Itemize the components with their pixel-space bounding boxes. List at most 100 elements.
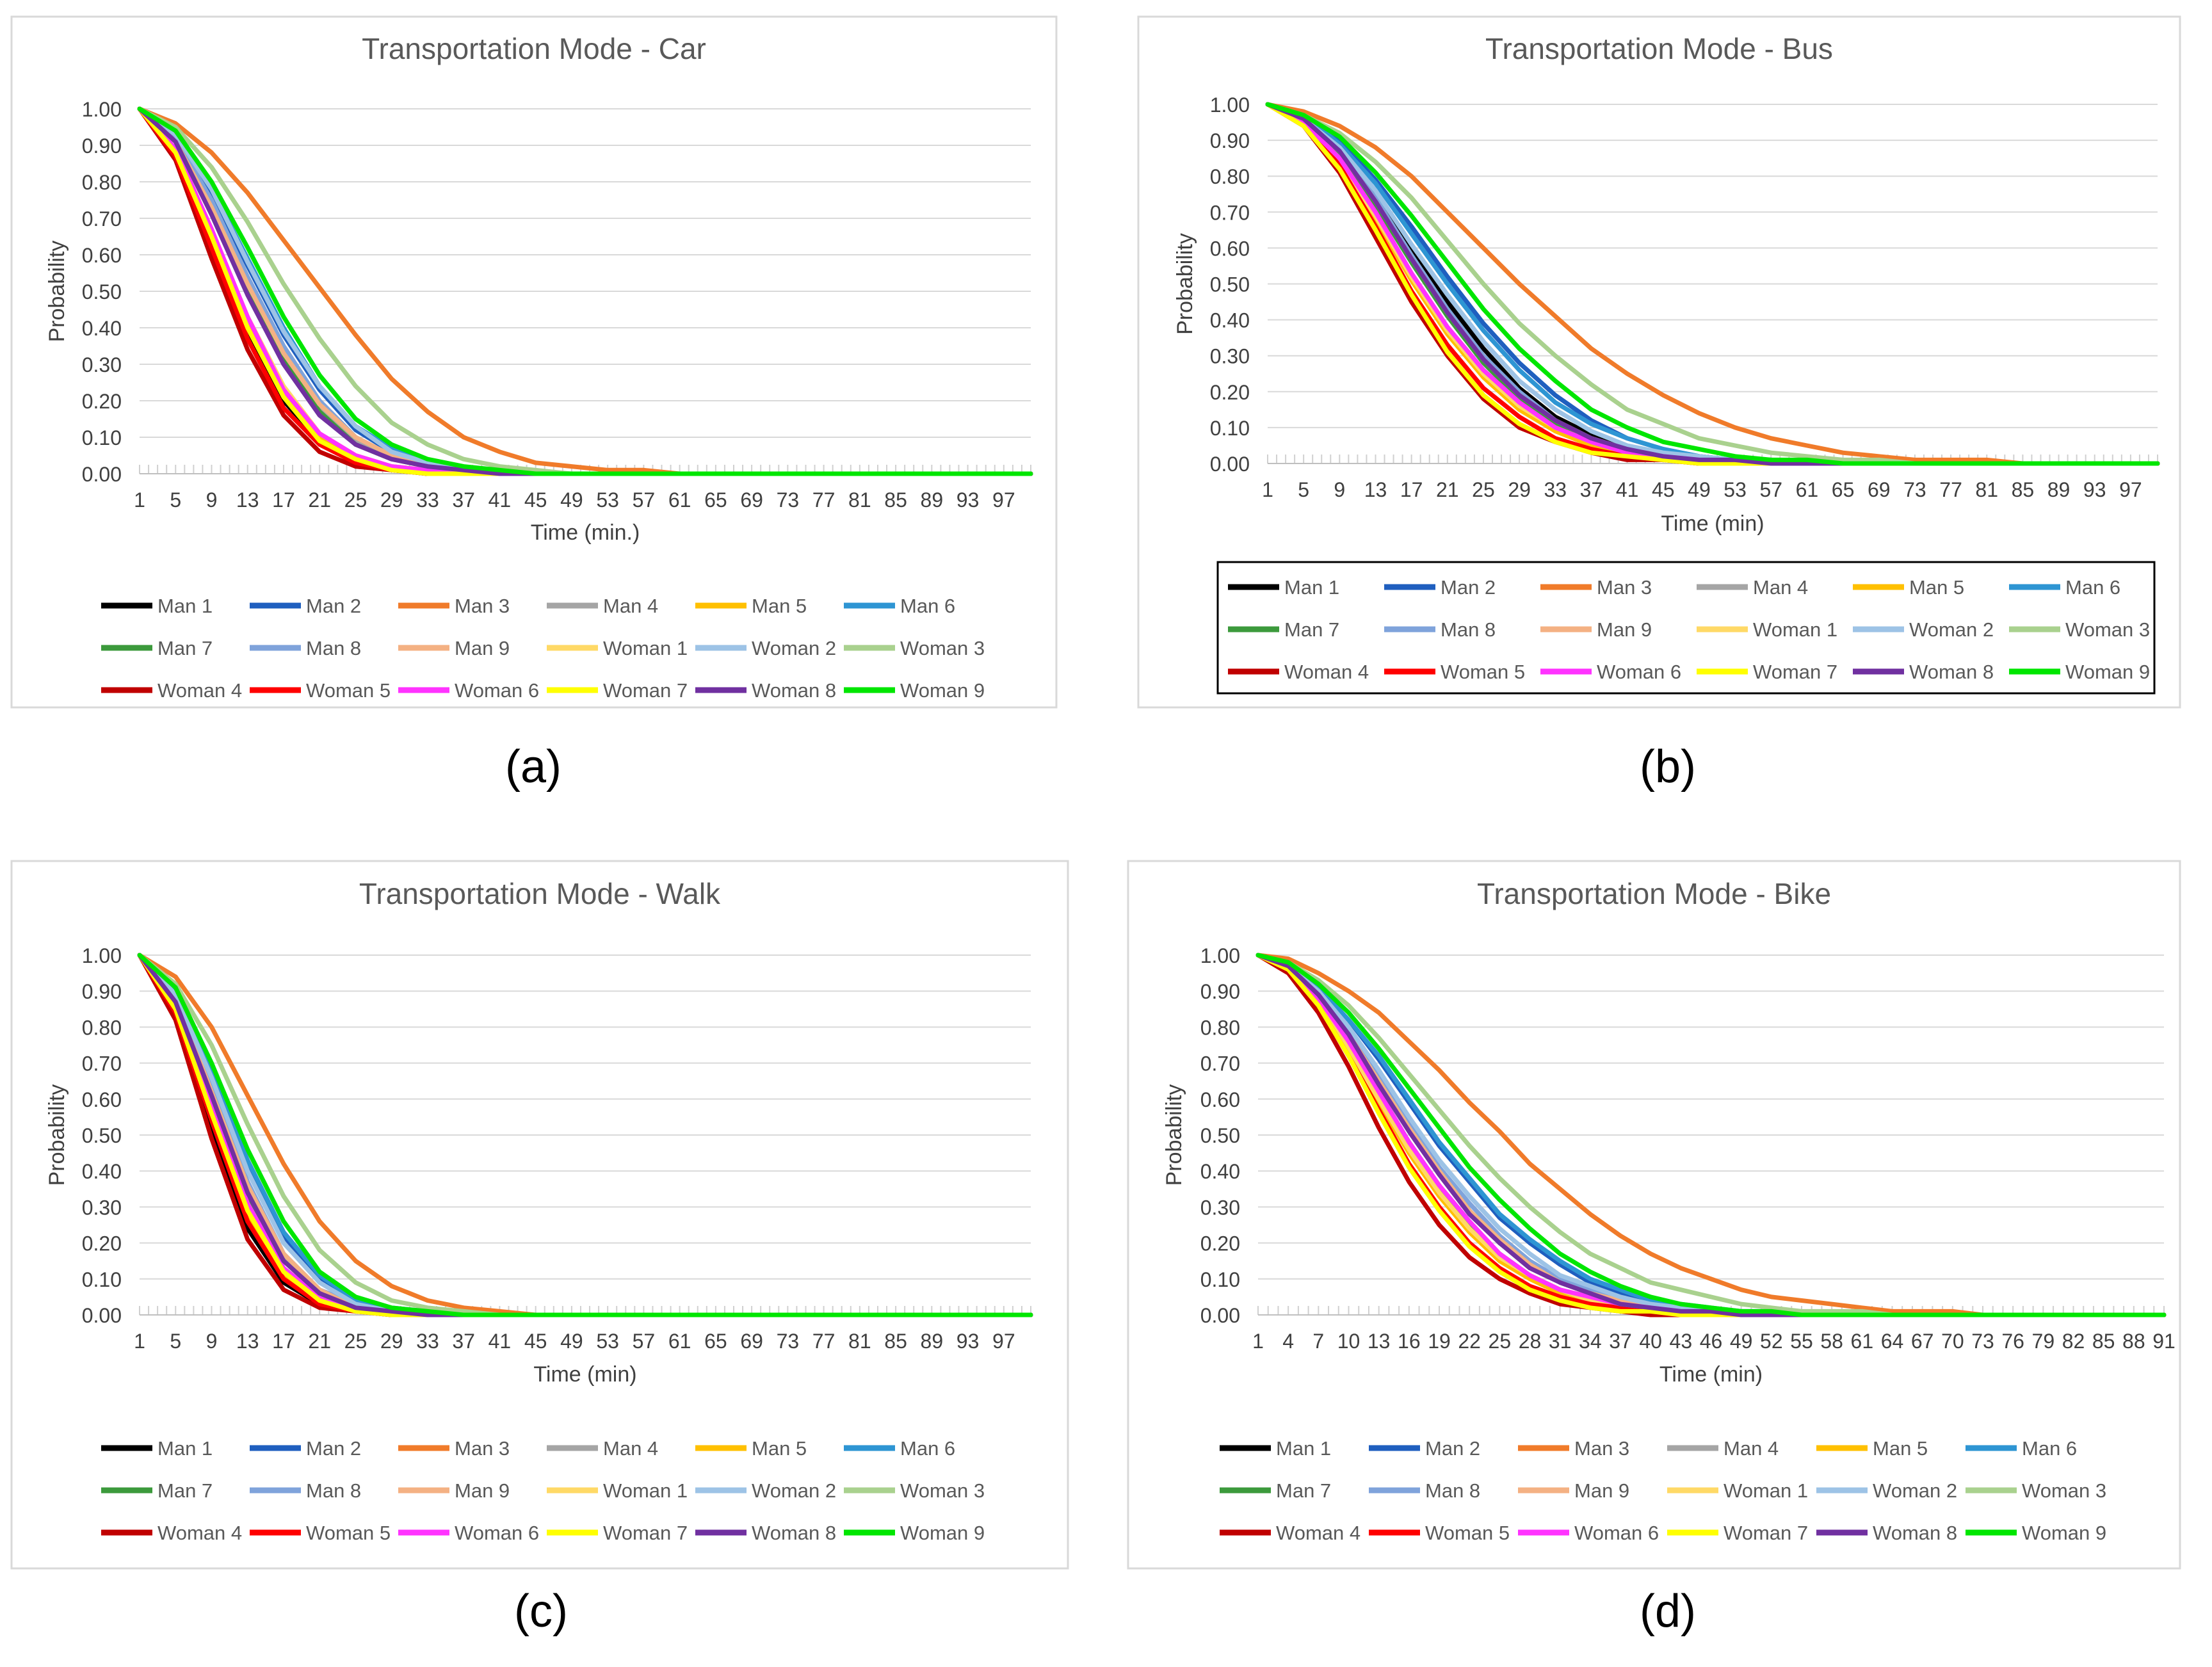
- legend-frame: [1216, 561, 2156, 695]
- legend-label: Woman 2: [752, 1479, 836, 1502]
- legend-label: Man 2: [306, 595, 361, 617]
- y-tick-label: 0.80: [82, 171, 122, 194]
- x-tick-label: 85: [884, 1330, 907, 1353]
- legend-label: Woman 6: [1597, 661, 1681, 683]
- x-tick-label: 29: [1508, 478, 1531, 501]
- legend-label: Man 2: [1441, 576, 1496, 599]
- x-tick-label: 5: [170, 1330, 181, 1353]
- legend-label: Man 4: [603, 1437, 658, 1460]
- y-tick-label: 0.80: [1200, 1016, 1240, 1039]
- x-tick-label: 89: [2047, 478, 2071, 501]
- x-tick-label: 21: [308, 488, 331, 511]
- chart-title: Transportation Mode - Bus: [1485, 32, 1833, 65]
- x-tick-label: 93: [957, 1330, 980, 1353]
- x-tick-label: 37: [1580, 478, 1603, 501]
- x-tick-label: 91: [2152, 1330, 2176, 1353]
- legend-label: Man 5: [1909, 576, 1964, 599]
- x-tick-label: 37: [452, 488, 475, 511]
- panel-caption: (b): [1640, 741, 1696, 793]
- legend-label: Woman 2: [752, 637, 836, 659]
- legend-label: Man 8: [306, 637, 361, 659]
- legend-label: Man 5: [1873, 1437, 1928, 1460]
- x-axis-label: Time (min.): [531, 520, 640, 545]
- x-tick-label: 41: [488, 1330, 512, 1353]
- y-tick-label: 0.40: [82, 1160, 122, 1183]
- legend-label: Woman 7: [1753, 661, 1837, 683]
- legend-label: Man 4: [603, 595, 658, 617]
- x-tick-label: 81: [848, 488, 871, 511]
- x-tick-label: 67: [1911, 1330, 1934, 1353]
- x-tick-label: 49: [1688, 478, 1711, 501]
- legend-label: Man 7: [157, 1479, 213, 1502]
- chart-title: Transportation Mode - Walk: [359, 877, 721, 910]
- x-tick-label: 1: [1262, 478, 1273, 501]
- legend-label: Man 1: [1284, 576, 1339, 599]
- y-tick-label: 0.30: [82, 353, 122, 376]
- chart-panel-b: Transportation Mode - Bus 0.00 0.10 0.20 0.3…: [1137, 15, 2181, 709]
- x-tick-label: 29: [380, 488, 403, 511]
- legend-label: Woman 9: [2022, 1522, 2106, 1544]
- x-tick-label: 17: [272, 1330, 295, 1353]
- legend: Man 1 Man 2 Man 3 Man 4 Man 5 Man 6 Man 7 Man 8…: [101, 1437, 985, 1544]
- x-tick-label: 64: [1881, 1330, 1904, 1353]
- x-tick-label: 1: [1252, 1330, 1264, 1353]
- legend-label: Man 9: [455, 637, 510, 659]
- legend-label: Woman 5: [1441, 661, 1525, 683]
- x-tick-label: 37: [452, 1330, 475, 1353]
- x-tick-label: 73: [1971, 1330, 1994, 1353]
- y-tick-label: 0.60: [1200, 1088, 1240, 1111]
- x-tick-label: 57: [633, 1330, 656, 1353]
- x-tick-label: 9: [1334, 478, 1345, 501]
- x-tick-label: 85: [884, 488, 907, 511]
- y-tick-label: 0.00: [82, 463, 122, 486]
- x-tick-label: 1: [134, 488, 145, 511]
- x-tick-label: 69: [740, 488, 763, 511]
- series-line-woman-9: [1255, 953, 2167, 1317]
- x-tick-label: 53: [596, 488, 619, 511]
- y-tick-label: 0.20: [82, 1232, 122, 1255]
- legend-label: Woman 1: [1753, 618, 1837, 641]
- x-tick-label: 41: [488, 488, 512, 511]
- legend-label: Man 5: [752, 595, 807, 617]
- y-tick-label: 1.00: [1210, 93, 1250, 117]
- legend-label: Woman 8: [752, 1522, 836, 1544]
- legend-label: Man 9: [1597, 618, 1652, 641]
- x-tick-label: 70: [1941, 1330, 1964, 1353]
- x-tick-label: 93: [2083, 478, 2106, 501]
- x-tick-label: 13: [1368, 1330, 1391, 1353]
- x-tick-label: 53: [1724, 478, 1747, 501]
- x-tick-label: 1: [134, 1330, 145, 1353]
- x-tick-label: 33: [416, 1330, 439, 1353]
- y-tick-label: 0.80: [1210, 165, 1250, 188]
- legend-label: Woman 3: [900, 1479, 985, 1502]
- chart-panel-a: Transportation Mode - Car 0.00 0.10 0.20 0.3…: [10, 15, 1058, 709]
- legend-label: Man 7: [1284, 618, 1339, 641]
- legend-label: Man 1: [157, 595, 213, 617]
- x-tick-label: 57: [633, 488, 656, 511]
- legend-label: Man 7: [157, 637, 213, 659]
- legend-label: Man 1: [157, 1437, 213, 1460]
- legend-label: Man 6: [2022, 1437, 2077, 1460]
- y-tick-label: 0.30: [82, 1196, 122, 1219]
- legend-label: Man 3: [455, 1437, 510, 1460]
- legend-label: Woman 2: [1873, 1479, 1957, 1502]
- y-tick-label: 0.50: [82, 1124, 122, 1147]
- x-tick-label: 55: [1790, 1330, 1813, 1353]
- x-tick-label: 93: [957, 488, 980, 511]
- legend-label: Man 3: [1574, 1437, 1629, 1460]
- x-tick-label: 85: [2012, 478, 2035, 501]
- legend-label: Woman 1: [603, 1479, 688, 1502]
- legend-label: Man 5: [752, 1437, 807, 1460]
- legend-label: Woman 8: [1873, 1522, 1957, 1544]
- y-tick-label: 0.40: [1200, 1160, 1240, 1183]
- x-tick-label: 57: [1759, 478, 1782, 501]
- legend-label: Man 9: [455, 1479, 510, 1502]
- x-tick-label: 49: [1730, 1330, 1753, 1353]
- y-tick-label: 0.70: [82, 207, 122, 230]
- legend: Man 1 Man 2 Man 3 Man 4 Man 5 Man 6 Man 7 Man 8…: [1228, 576, 2150, 683]
- panel-caption: (a): [505, 741, 561, 793]
- chart-panel-c: Transportation Mode - Walk 0.00 0.10 0.20 0.…: [10, 860, 1069, 1570]
- x-tick-label: 33: [1544, 478, 1567, 501]
- y-axis-label: Probability: [45, 241, 69, 342]
- y-tick-label: 0.90: [1200, 980, 1240, 1003]
